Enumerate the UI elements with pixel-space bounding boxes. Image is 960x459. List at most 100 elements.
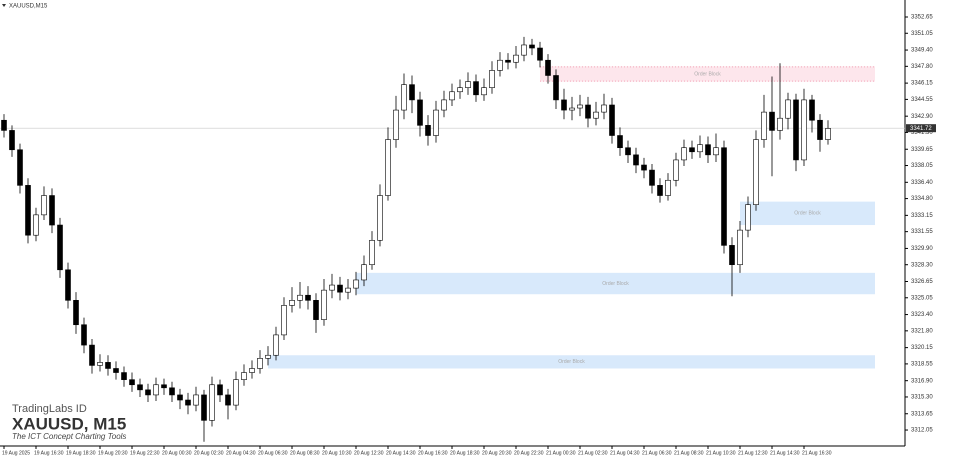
candle-body [345,287,351,293]
y-tick-label: 3331.55 [911,229,933,235]
x-tick-label: 20 Aug 22:30 [514,450,544,456]
candle-body [729,245,735,266]
candle-body [113,368,119,373]
candle-body [89,344,95,366]
candle-body [361,264,367,281]
candle-body [417,99,423,126]
candle-body [233,379,239,406]
y-tick-label: 3326.65 [911,279,933,285]
candle-body [489,70,495,88]
candle-body [377,195,383,241]
candle-body [465,81,471,88]
y-tick-label: 3312.05 [911,428,933,434]
candle-body [41,195,47,216]
candle-body [9,130,15,151]
x-tick-label: 20 Aug 08:30 [290,450,320,456]
candle-body [825,128,831,140]
candle-body [577,104,583,109]
y-tick-label: 3341.30 [911,130,933,136]
order-block-label: Order Block [694,71,721,77]
candle-body [145,389,151,396]
x-tick-label: 19 Aug 20:30 [98,450,128,456]
candle-body [273,334,279,356]
candle-body [745,204,751,231]
order-block [540,66,875,82]
candle-body [633,154,639,166]
order-block [268,355,875,369]
x-tick-label: 19 Aug 16:30 [34,450,64,456]
candle-body [665,179,671,196]
y-tick-label: 3321.80 [911,328,933,334]
x-tick-label: 19 Aug 18:30 [66,450,96,456]
candle-body [241,372,247,380]
candle-body [65,269,71,301]
candle-body [737,229,743,266]
x-tick-label: 20 Aug 10:30 [322,450,352,456]
current-price-box [906,124,936,133]
candle-body [641,164,647,171]
candle-body [545,59,551,76]
y-tick-label: 3349.40 [911,48,933,54]
x-tick-label: 21 Aug 04:30 [610,450,640,456]
x-tick-label: 21 Aug 08:30 [674,450,704,456]
x-tick-label: 21 Aug 10:30 [706,450,736,456]
y-tick-label: 3333.15 [911,213,933,219]
candle-body [777,117,783,131]
y-tick-label: 3342.90 [911,114,933,120]
candle-body [409,84,415,101]
candle-body [193,394,199,406]
x-tick-label: 20 Aug 14:30 [386,450,416,456]
x-tick-label: 21 Aug 12:30 [738,450,768,456]
order-block-label: Order Block [602,281,629,287]
candle-body [569,107,575,111]
candle-body [769,111,775,131]
watermark-tagline: The ICT Concept Charting Tools [12,432,126,441]
candle-body [801,99,807,161]
candle-body [257,358,263,369]
candle-body [105,362,111,369]
candle-body [385,139,391,196]
y-tick-label: 3351.05 [911,31,933,37]
candle-body [617,135,623,149]
candle-body [81,324,87,346]
candle-body [201,394,207,421]
candle-body [433,109,439,136]
candle-body [265,354,271,359]
candle-body [785,99,791,119]
candle-body [217,384,223,396]
candle-body [449,91,455,101]
x-tick-label: 21 Aug 00:30 [546,450,576,456]
y-tick-label: 3316.90 [911,378,933,384]
candle-body [25,185,31,236]
candle-body [17,149,23,186]
x-tick-label: 20 Aug 06:30 [258,450,288,456]
candle-body [177,394,183,401]
candle-body [209,384,215,421]
candle-body [425,125,431,136]
candle-body [601,104,607,113]
candle-body [649,169,655,186]
y-tick-label: 3328.30 [911,262,933,268]
candle-body [57,224,63,271]
candle-body [457,87,463,93]
candle-body [553,75,559,101]
candle-body [1,119,7,131]
x-tick-label: 21 Aug 02:30 [578,450,608,456]
candle-body [321,289,327,320]
candle-body [673,159,679,181]
x-tick-label: 20 Aug 16:30 [418,450,448,456]
x-tick-label: 20 Aug 12:30 [354,450,384,456]
y-tick-label: 3347.80 [911,64,933,70]
candle-body [481,87,487,96]
candle-body [153,384,159,396]
candle-body [593,111,599,119]
order-block [740,201,875,226]
candle-body [161,384,167,389]
candle-body [561,99,567,111]
candle-body [369,239,375,266]
x-tick-label: 21 Aug 16:30 [802,450,832,456]
y-tick-label: 3325.05 [911,295,933,301]
candle-body [689,147,695,153]
x-tick-label: 20 Aug 04:30 [226,450,256,456]
order-block-label: Order Block [794,211,821,217]
